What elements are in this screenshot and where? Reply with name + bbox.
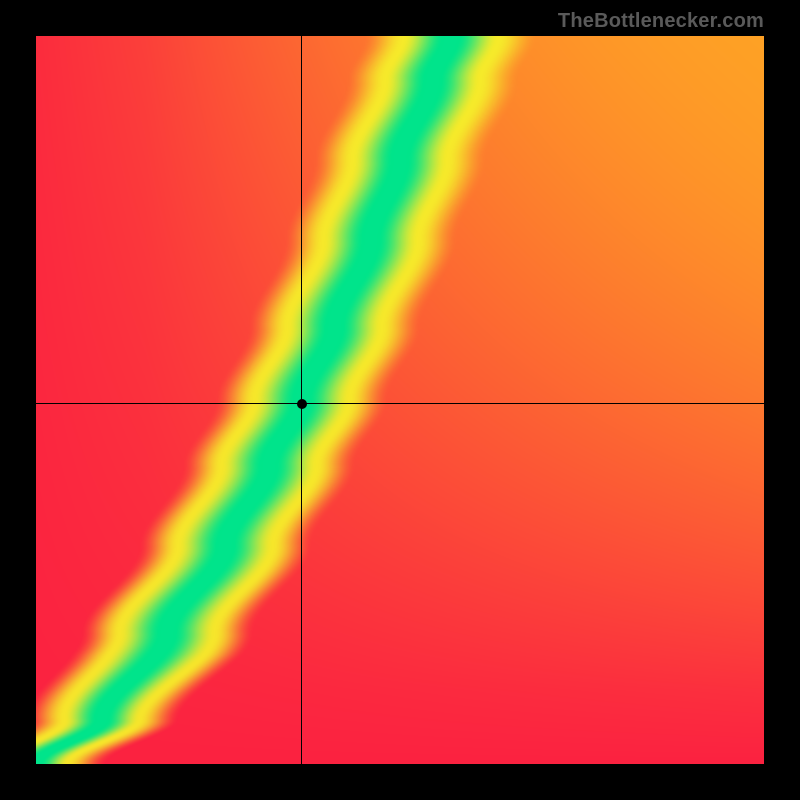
heatmap-canvas bbox=[36, 36, 764, 764]
marker-point bbox=[297, 399, 307, 409]
watermark-label: TheBottlenecker.com bbox=[558, 10, 764, 33]
crosshair-horizontal bbox=[36, 403, 764, 404]
heatmap-plot bbox=[36, 36, 764, 764]
figure-outer: TheBottlenecker.com bbox=[0, 0, 800, 800]
